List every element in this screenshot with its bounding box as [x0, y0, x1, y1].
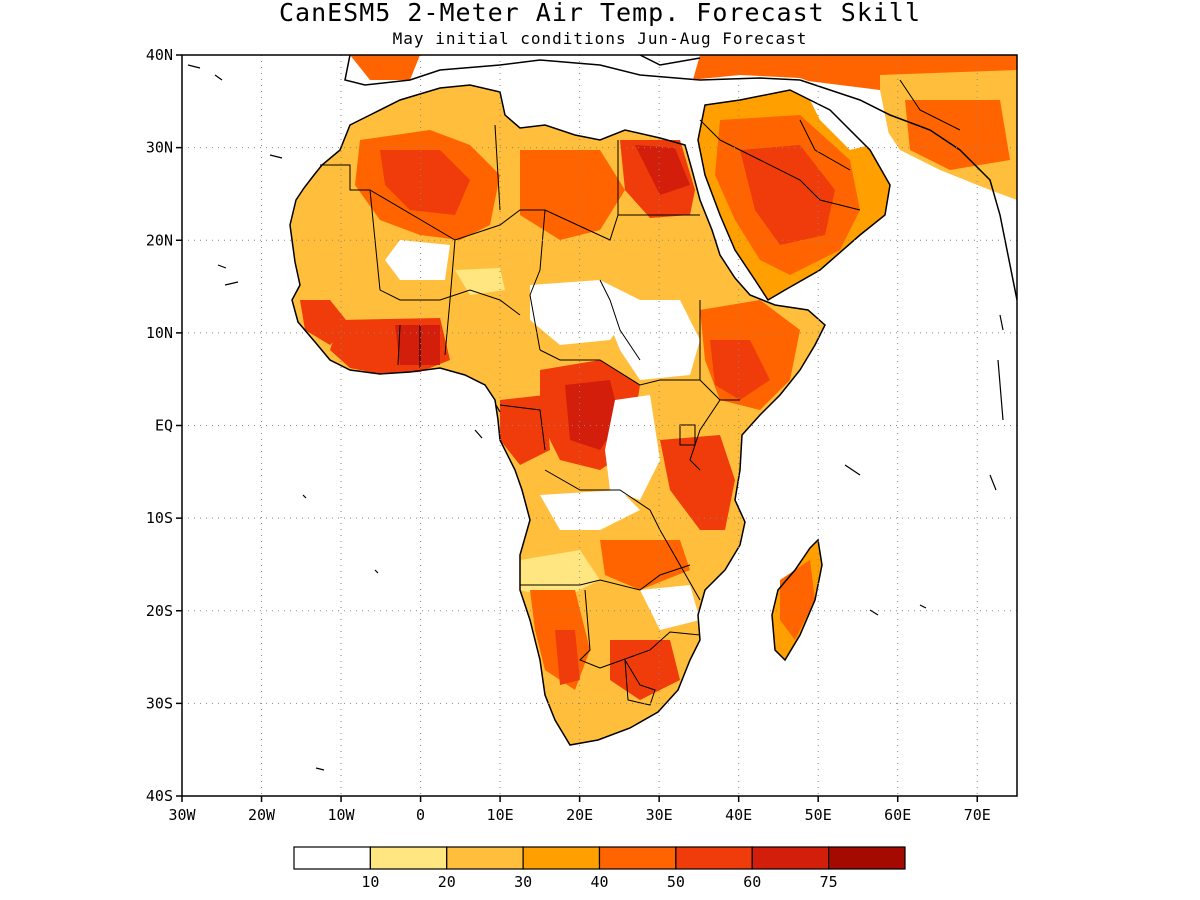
lon-tick-label: 50E	[805, 806, 832, 824]
colorbar-label: 10	[361, 873, 379, 891]
colorbar-swatch	[751, 846, 830, 870]
colorbar-label: 60	[743, 873, 761, 891]
skill-patches	[300, 55, 1010, 700]
iberia-region	[350, 55, 420, 80]
lat-tick-label: EQ	[155, 417, 173, 435]
lat-tick-label: 20N	[146, 231, 173, 249]
lon-tick-label: 60E	[884, 806, 911, 824]
colorbar-label: 20	[438, 873, 456, 891]
lat-tick-label: 40S	[146, 787, 173, 805]
lat-tick-label: 40N	[146, 46, 173, 64]
colorbar-swatch	[675, 846, 753, 870]
lon-tick-label: 20E	[566, 806, 593, 824]
colorbar-swatch	[522, 846, 601, 870]
lat-tick-label: 10S	[146, 509, 173, 527]
map-frame-content	[187, 55, 1017, 771]
colorbar: 10 20 30 40 50 60 75	[293, 846, 906, 891]
colorbar-label: 75	[820, 873, 838, 891]
colorbar-swatch	[293, 846, 371, 870]
lon-tick-label: 30W	[168, 806, 196, 824]
lon-tick-label: 0	[416, 806, 425, 824]
coastlines	[289, 55, 1017, 746]
lon-tick-label: 10W	[328, 806, 356, 824]
colorbar-label: 30	[514, 873, 532, 891]
map-subtitle: May initial conditions Jun-Aug Forecast	[392, 29, 808, 48]
colorbar-label: 50	[667, 873, 685, 891]
colorbar-swatch	[369, 846, 448, 870]
lat-tick-label: 30N	[146, 139, 173, 157]
lon-tick-label: 30E	[646, 806, 673, 824]
colorbar-swatch	[828, 846, 906, 870]
lon-tick-label: 10E	[487, 806, 514, 824]
colorbar-label: 40	[590, 873, 608, 891]
lon-tick-label: 70E	[964, 806, 991, 824]
colorbar-swatch	[598, 846, 677, 870]
map-title: CanESM5 2-Meter Air Temp. Forecast Skill	[278, 0, 922, 27]
lon-tick-label: 40E	[725, 806, 752, 824]
islands	[187, 64, 1004, 771]
lat-tick-label: 10N	[146, 324, 173, 342]
colorbar-swatch	[446, 846, 524, 870]
lon-tick-label: 20W	[248, 806, 276, 824]
lat-tick-label: 20S	[146, 602, 173, 620]
country-borders	[320, 79, 961, 706]
lat-tick-label: 30S	[146, 694, 173, 712]
